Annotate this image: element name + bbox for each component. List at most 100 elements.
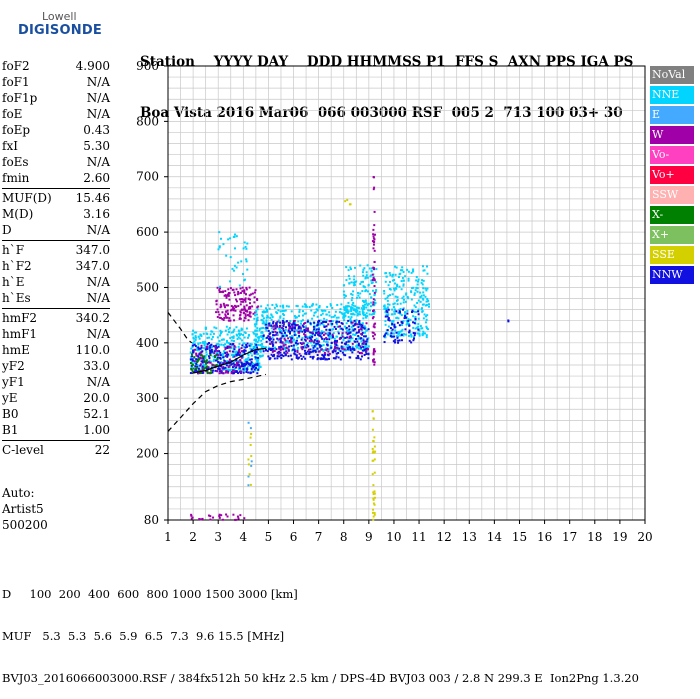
echo-point [400, 280, 403, 283]
echo-point [193, 356, 196, 359]
echo-point [402, 279, 405, 282]
echo-point [244, 300, 247, 303]
echo-point [359, 347, 362, 350]
echo-point [250, 363, 253, 366]
echo-point [248, 306, 251, 309]
echo-point [224, 314, 227, 317]
echo-point [202, 342, 205, 345]
echo-point [291, 335, 294, 338]
echo-point [361, 322, 364, 325]
echo-point [414, 332, 417, 335]
echo-point [371, 279, 374, 282]
echo-point [307, 348, 310, 351]
echo-point [240, 361, 243, 364]
echo-point [310, 331, 313, 334]
echo-point [361, 310, 364, 313]
echo-point [351, 306, 354, 309]
echo-point [319, 347, 322, 350]
echo-point [272, 341, 275, 344]
echo-point [317, 350, 320, 353]
echo-point [248, 333, 251, 336]
echo-point [226, 333, 229, 336]
echo-point [374, 290, 377, 293]
echo-point [373, 210, 376, 213]
echo-point [237, 345, 240, 348]
echo-point [301, 336, 304, 339]
x-tick-label: 11 [411, 530, 426, 544]
echo-point [206, 336, 209, 339]
echo-point [217, 248, 220, 251]
echo-point [230, 372, 233, 375]
echo-point [247, 319, 250, 322]
echo-point [347, 339, 350, 342]
echo-point [357, 326, 360, 329]
echo-point [234, 309, 237, 312]
echo-point [290, 338, 293, 341]
legend-item: NNE [650, 86, 694, 104]
echo-point [215, 354, 218, 357]
echo-point [212, 360, 215, 363]
echo-point [314, 350, 317, 353]
echo-point [192, 371, 195, 374]
echo-point [238, 342, 241, 345]
echo-point [322, 331, 325, 334]
echo-point [193, 340, 196, 343]
echo-point [266, 304, 269, 307]
echo-point [391, 275, 394, 278]
echo-point [301, 305, 304, 308]
echo-point [215, 346, 218, 349]
echo-point [245, 343, 248, 346]
ionogram-chart: 1 2 3 4 5 6 7 8 9 10 11 12 13 14 15 16 17 18 19 20802003004… [136, 59, 653, 544]
echo-point [268, 322, 271, 325]
echo-point [317, 319, 320, 322]
echo-point [254, 325, 257, 328]
echo-point [348, 346, 351, 349]
echo-point [284, 348, 287, 351]
echo-point [289, 341, 292, 344]
echo-point [218, 515, 221, 518]
echo-point [276, 320, 279, 323]
echo-point [215, 311, 218, 314]
echo-point [189, 372, 192, 375]
echo-point [219, 351, 222, 354]
param-value: 15.46 [75, 191, 110, 205]
echo-point [227, 366, 230, 369]
echo-point [226, 351, 229, 354]
param-label: foF2 [2, 59, 30, 73]
echo-point [338, 320, 341, 323]
echo-point [266, 350, 269, 353]
echo-point [304, 334, 307, 337]
echo-point [279, 341, 282, 344]
echo-point [304, 305, 307, 308]
echo-point [281, 309, 284, 312]
echo-point [239, 310, 242, 313]
echo-point [314, 334, 317, 337]
echo-point [372, 188, 375, 191]
echo-point [280, 329, 283, 332]
x-tick-label: 5 [265, 530, 273, 544]
echo-point [319, 345, 322, 348]
echo-point [207, 514, 210, 517]
echo-point [198, 518, 201, 521]
echo-point [320, 330, 323, 333]
echo-point [232, 340, 235, 343]
y-tick-label: 80 [144, 513, 159, 527]
echo-point [265, 307, 268, 310]
echo-point [284, 343, 287, 346]
echo-point [248, 344, 251, 347]
param-label: h`F2 [2, 259, 32, 273]
echo-point [212, 332, 215, 335]
echo-point [195, 367, 198, 370]
echo-point [243, 342, 246, 345]
echo-point [256, 346, 259, 349]
echo-point [372, 491, 375, 494]
echo-point [233, 319, 236, 322]
echo-point [359, 282, 362, 285]
echo-point [329, 347, 332, 350]
echo-point [374, 350, 377, 353]
echo-point [298, 352, 301, 355]
echo-point [250, 367, 253, 370]
echo-point [243, 316, 246, 319]
echo-point [276, 337, 279, 340]
param-label: M(D) [2, 207, 34, 221]
